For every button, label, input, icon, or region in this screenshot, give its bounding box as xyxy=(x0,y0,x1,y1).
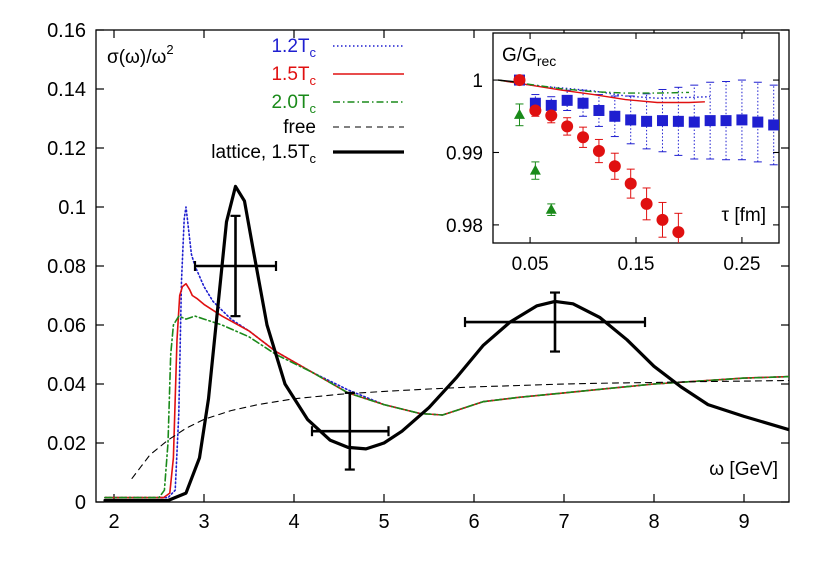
inset-circle-marker xyxy=(656,213,669,226)
inset-circle-marker xyxy=(672,226,685,239)
x-tick-label: 5 xyxy=(378,511,389,533)
error-cross-1 xyxy=(193,214,278,318)
inset-line-3 xyxy=(498,79,690,94)
y-tick-label: 0 xyxy=(75,492,86,514)
legend-label-subscript: c xyxy=(310,73,317,88)
inset-circle-marker xyxy=(640,197,653,210)
inset-y-tick-label: 0.98 xyxy=(446,216,483,237)
series-1-2tc-line xyxy=(104,206,789,499)
series-2-0tc-line xyxy=(104,315,789,499)
y-axis-label-superscript: 2 xyxy=(166,42,173,57)
y-tick-label: 0.08 xyxy=(47,256,86,278)
y-tick-label: 0.12 xyxy=(47,138,86,160)
main-plot-frame: 2 3 4 5 6 7 8 9 0 0.02 0.04 0.06 0.08 0.1 0.12 0.14 0.16 xyxy=(47,20,790,533)
inset-square-marker xyxy=(768,119,779,131)
inset-triangle-marker xyxy=(545,203,557,214)
y-tick-label: 0.14 xyxy=(47,79,86,101)
y-tick-label: 0.16 xyxy=(47,20,86,42)
inset-square-marker xyxy=(561,94,573,106)
inset-border xyxy=(492,32,780,244)
y-tick-label: 0.06 xyxy=(47,315,86,337)
error-cross-3 xyxy=(463,291,647,353)
legend-label-text: lattice, 1.5T xyxy=(211,142,310,163)
inset-square-marker xyxy=(609,110,621,122)
inset-x-tick-label: 0.05 xyxy=(512,254,549,275)
inset-y-axis-label-text: G/G xyxy=(502,45,537,66)
inset-circle-marker xyxy=(624,177,637,190)
series-free-line xyxy=(131,379,789,479)
y-axis-label: σ(ω)/ω2 xyxy=(107,42,174,68)
inset-square-marker xyxy=(529,97,541,109)
x-tick-label: 9 xyxy=(738,511,749,533)
legend-label-text: free xyxy=(283,117,316,138)
inset-triangle-marker xyxy=(513,108,525,119)
inset-y-tick-label: 1 xyxy=(472,71,483,92)
inset-square-marker xyxy=(641,115,653,127)
inset-circle-marker xyxy=(545,109,558,122)
inset-square-marker xyxy=(672,115,684,127)
inset-x-tick-label: 0.15 xyxy=(618,254,655,275)
inset-y-axis-label-subscript: rec xyxy=(537,53,556,69)
inset-circle-marker xyxy=(513,74,526,87)
error-cross-2 xyxy=(310,391,390,471)
inset-line-1 xyxy=(498,79,711,99)
legend-label-subscript: c xyxy=(310,151,317,166)
inset-x-axis-label: τ [fm] xyxy=(722,205,766,226)
x-tick-label: 7 xyxy=(558,511,569,533)
legend-label-text: 2.0T xyxy=(271,92,309,113)
x-tick-label: 4 xyxy=(288,511,299,533)
inset-line-2 xyxy=(498,79,705,104)
inset-plot-area xyxy=(498,74,779,243)
y-tick-label: 0.02 xyxy=(47,433,86,455)
legend-label-text: 1.5T xyxy=(271,64,309,85)
inset-triangle-marker xyxy=(529,164,541,175)
inset-square-marker xyxy=(625,114,637,126)
legend-label-4: free xyxy=(283,117,316,138)
series-lattice-line xyxy=(103,184,789,502)
y-tick-label: 0.1 xyxy=(58,197,86,219)
legend-label-5: lattice, 1.5Tc xyxy=(211,142,316,166)
inset-square-marker xyxy=(688,116,700,128)
inset-square-marker xyxy=(736,114,748,126)
inset-y-tick-label: 0.99 xyxy=(446,143,483,164)
inset-circle-marker xyxy=(561,120,574,133)
inset-y-axis-label: G/Grec xyxy=(502,45,556,69)
inset-circle-marker xyxy=(577,131,590,144)
legend-label-2: 1.5Tc xyxy=(271,64,316,88)
inset-square-marker xyxy=(656,115,668,127)
legend-label-subscript: c xyxy=(310,45,317,60)
main-plot-area xyxy=(103,184,789,502)
inset-square-marker xyxy=(704,115,716,127)
legend-label-3: 2.0Tc xyxy=(271,92,316,116)
inset-plot: 0.05 0.15 0.25 0.98 0.99 1 G/Grec τ [fm] xyxy=(446,32,780,275)
inset-circle-marker xyxy=(529,104,542,117)
inset-square-marker xyxy=(752,116,764,128)
inset-square-marker xyxy=(545,99,557,111)
inset-square-marker xyxy=(577,97,589,109)
x-tick-label: 2 xyxy=(108,511,119,533)
legend-label-subscript: c xyxy=(310,101,317,116)
inset-circle-marker xyxy=(592,145,605,158)
legend-label-text: 1.2T xyxy=(271,36,309,57)
inset-square-marker xyxy=(720,115,732,127)
inset-x-tick-label: 0.25 xyxy=(723,254,760,275)
x-tick-label: 8 xyxy=(648,511,659,533)
x-tick-label: 3 xyxy=(198,511,209,533)
x-axis-label: ω [GeV] xyxy=(709,459,778,480)
inset-square-marker xyxy=(593,104,605,116)
inset-circle-marker xyxy=(608,160,621,173)
y-tick-label: 0.04 xyxy=(47,374,86,396)
x-tick-label: 6 xyxy=(468,511,479,533)
legend-label-1: 1.2Tc xyxy=(271,36,316,60)
